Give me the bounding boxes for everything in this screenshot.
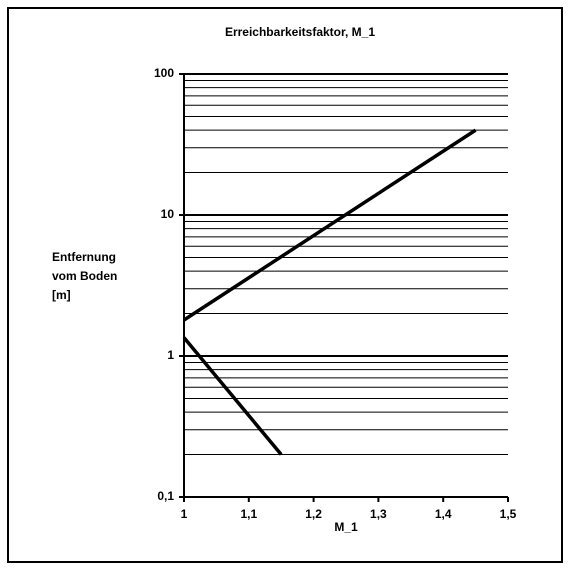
x-tick-label: 1,2: [305, 507, 322, 521]
y-tick-label: 0,1: [157, 489, 174, 503]
y-tick-label: 1: [167, 348, 174, 362]
x-tick-label: 1,5: [500, 507, 517, 521]
frame: [7, 7, 563, 563]
x-tick-label: 1,3: [370, 507, 387, 521]
y-tick-label: 10: [161, 207, 175, 221]
y-axis-label: vom Boden: [52, 269, 117, 283]
y-axis-label: [m]: [52, 288, 71, 302]
x-tick-label: 1,1: [240, 507, 257, 521]
chart-title: Erreichbarkeitsfaktor, M_1: [225, 25, 375, 39]
y-tick-label: 100: [154, 66, 174, 80]
y-axis-label: Entfernung: [52, 250, 116, 264]
x-tick-label: 1,4: [435, 507, 452, 521]
x-axis-label: M_1: [334, 520, 358, 534]
line: [183, 128, 477, 322]
x-tick-label: 1: [181, 507, 188, 521]
line: [182, 336, 283, 456]
